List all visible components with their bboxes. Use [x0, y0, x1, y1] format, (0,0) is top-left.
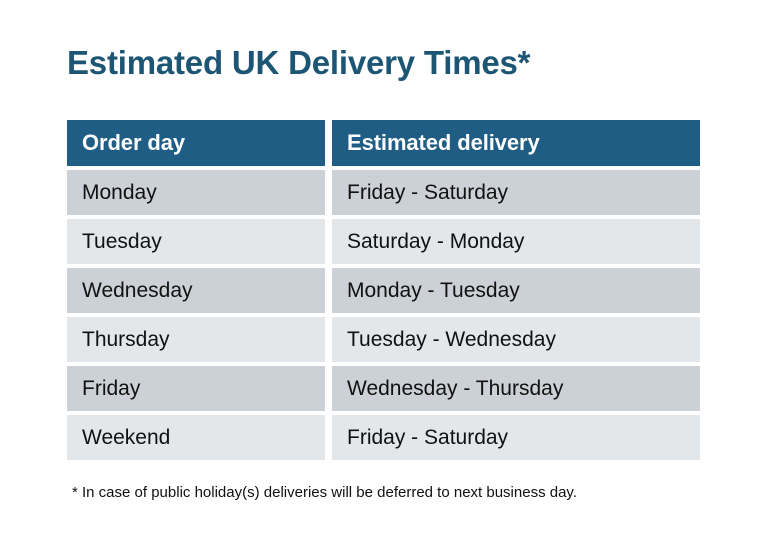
- column-divider: [325, 268, 332, 313]
- footnote-text: * In case of public holiday(s) deliverie…: [72, 484, 577, 501]
- cell-order-day: Tuesday: [67, 219, 325, 264]
- cell-estimated-delivery: Friday - Saturday: [332, 415, 700, 460]
- column-header-order-day: Order day: [67, 120, 325, 166]
- column-divider: [325, 317, 332, 362]
- cell-estimated-delivery: Saturday - Monday: [332, 219, 700, 264]
- cell-order-day: Friday: [67, 366, 325, 411]
- cell-order-day: Weekend: [67, 415, 325, 460]
- table-row: Tuesday Saturday - Monday: [67, 219, 700, 264]
- table-row: Thursday Tuesday - Wednesday: [67, 317, 700, 362]
- cell-estimated-delivery: Monday - Tuesday: [332, 268, 700, 313]
- column-divider: [325, 170, 332, 215]
- cell-order-day: Wednesday: [67, 268, 325, 313]
- column-divider: [325, 415, 332, 460]
- table-header-row: Order day Estimated delivery: [67, 120, 700, 166]
- cell-estimated-delivery: Tuesday - Wednesday: [332, 317, 700, 362]
- column-header-estimated-delivery: Estimated delivery: [332, 120, 700, 166]
- page-title: Estimated UK Delivery Times*: [67, 44, 531, 81]
- column-divider: [325, 219, 332, 264]
- delivery-times-table: Order day Estimated delivery Monday Frid…: [67, 120, 700, 460]
- table-row: Wednesday Monday - Tuesday: [67, 268, 700, 313]
- column-divider: [325, 120, 332, 166]
- cell-estimated-delivery: Friday - Saturday: [332, 170, 700, 215]
- cell-order-day: Monday: [67, 170, 325, 215]
- table-row: Monday Friday - Saturday: [67, 170, 700, 215]
- column-divider: [325, 366, 332, 411]
- table-row: Weekend Friday - Saturday: [67, 415, 700, 460]
- cell-order-day: Thursday: [67, 317, 325, 362]
- table-row: Friday Wednesday - Thursday: [67, 366, 700, 411]
- cell-estimated-delivery: Wednesday - Thursday: [332, 366, 700, 411]
